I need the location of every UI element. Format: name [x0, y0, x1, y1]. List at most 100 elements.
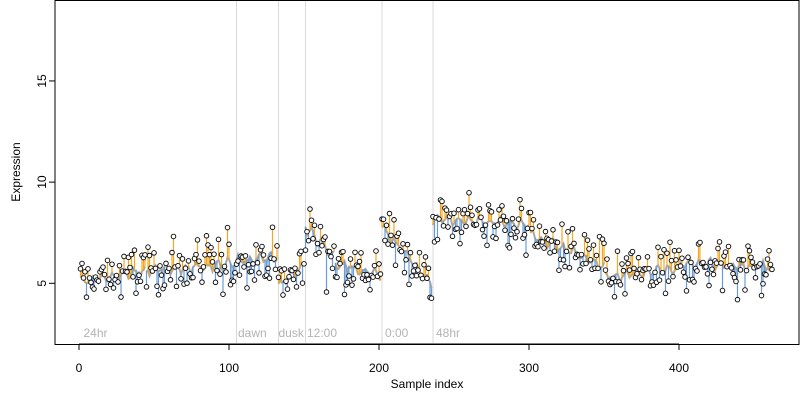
data-point: [416, 249, 423, 256]
data-point: [383, 222, 390, 229]
data-point: [152, 265, 159, 272]
data-point: [251, 277, 258, 283]
data-point: [146, 252, 153, 259]
data-point: [688, 259, 694, 266]
data-point: [725, 243, 732, 250]
data-point: [341, 291, 348, 298]
data-point: [766, 248, 772, 254]
data-point: [728, 265, 735, 271]
data-point: [206, 251, 213, 258]
data-point: [499, 203, 505, 209]
data-point: [554, 239, 561, 246]
data-point: [364, 272, 370, 278]
data-point: [337, 260, 343, 267]
data-point: [179, 256, 186, 262]
data-point: [604, 256, 610, 262]
data-point: [458, 229, 465, 236]
data-point: [508, 231, 514, 238]
data-point: [109, 261, 115, 267]
data-point: [535, 243, 541, 250]
data-point: [326, 248, 333, 255]
data-point: [634, 271, 640, 277]
data-point: [158, 272, 165, 278]
data-point: [176, 252, 183, 259]
data-point: [566, 265, 573, 271]
data-point: [223, 269, 229, 275]
data-point: [226, 241, 232, 248]
x-tick-label: 0: [76, 361, 83, 375]
data-point: [88, 279, 94, 286]
data-point: [185, 258, 192, 264]
data-point: [77, 266, 84, 272]
data-point: [271, 256, 277, 262]
data-point: [484, 242, 490, 249]
data-point: [440, 223, 447, 229]
data-point: [760, 281, 766, 287]
data-point: [350, 276, 357, 282]
data-point: [220, 291, 226, 297]
x-tick-label: 400: [669, 361, 689, 375]
annotation-labels: 24hr dawn dusk 12:00 0:00 48hr: [84, 326, 461, 340]
data-point: [425, 265, 432, 272]
data-point: [511, 225, 517, 231]
divider-lines: [236, 1, 434, 343]
data-point: [622, 291, 628, 297]
data-point: [586, 246, 592, 252]
data-point: [143, 284, 150, 290]
data-point: [715, 245, 721, 252]
data-point: [385, 241, 391, 247]
data-point: [467, 204, 474, 211]
y-tick-label: 15: [35, 74, 49, 88]
data-point: [691, 279, 697, 285]
data-point: [398, 248, 405, 255]
data-point: [197, 267, 204, 274]
data-point: [91, 286, 97, 292]
data-point: [358, 250, 364, 256]
data-point: [541, 245, 547, 251]
data-point: [319, 242, 325, 249]
data-point: [328, 253, 334, 260]
data-point: [503, 218, 510, 224]
data-point: [620, 267, 627, 274]
annotation-label: 0:00: [385, 326, 409, 340]
data-point: [235, 258, 241, 264]
data-point: [407, 249, 414, 256]
data-point: [710, 271, 717, 278]
data-point: [215, 236, 222, 243]
data-point: [539, 239, 546, 245]
data-point: [439, 198, 445, 205]
data-point: [749, 259, 756, 265]
data-point: [236, 272, 243, 278]
data-point: [704, 271, 711, 277]
data-point: [410, 268, 417, 274]
data-point: [506, 245, 513, 251]
data-point: [272, 266, 279, 273]
data-point: [311, 222, 318, 229]
data-point: [314, 240, 321, 247]
data-point: [265, 265, 271, 272]
data-point: [656, 277, 663, 283]
data-point: [395, 230, 402, 236]
data-point: [559, 221, 565, 227]
data-point: [464, 210, 471, 217]
data-point: [386, 210, 393, 217]
data-point: [284, 286, 291, 292]
data-point: [466, 190, 472, 196]
data-point: [166, 265, 172, 272]
data-point: [86, 275, 93, 281]
data-point: [658, 253, 664, 260]
data-point: [455, 206, 462, 213]
data-point: [614, 248, 621, 254]
data-point: [406, 281, 412, 288]
data-point: [583, 260, 589, 267]
data-point: [419, 275, 426, 282]
data-point: [245, 261, 252, 268]
data-point: [232, 270, 238, 276]
data-point: [304, 228, 310, 235]
data-point: [542, 228, 549, 235]
data-point: [626, 267, 633, 273]
data-point: [202, 252, 208, 258]
data-point: [403, 257, 409, 263]
data-point: [365, 276, 372, 283]
data-point: [412, 262, 418, 269]
